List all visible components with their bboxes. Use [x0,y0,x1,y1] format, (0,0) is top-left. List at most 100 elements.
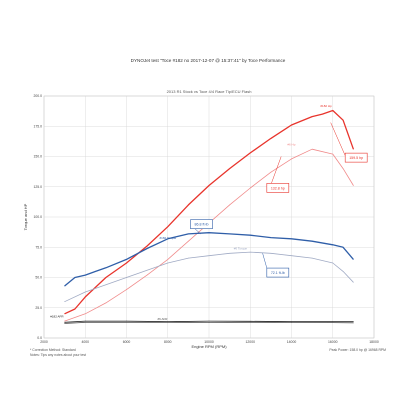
data-point [332,244,334,246]
data-point [146,274,148,276]
data-point [188,257,189,259]
x-tick-labels: 2000 4000 6000 8000 10000 12000 14000 16000 1800… [40,340,379,344]
data-series [64,109,355,324]
data-point [84,296,86,298]
annotation-box [266,267,290,278]
data-point [167,238,169,240]
data-point [84,321,86,323]
data-point [95,271,96,272]
data-point [84,320,86,322]
data-point [249,187,251,189]
data-point [270,237,272,238]
data-point [105,277,107,278]
y-tick-label: 100.0 [34,215,43,219]
data-point [332,321,334,323]
data-point [249,251,251,253]
data-point [353,281,354,283]
y-tick-label: 50.0 [35,276,42,280]
data-point [126,277,127,278]
y-tick-label: 25.0 [35,306,42,310]
data-point [342,271,344,272]
x-tick-label: 4000 [81,340,89,344]
data-point [126,289,127,290]
series-label: #6 AFR [157,317,168,321]
annotation-text: 72.1 ft-lb [271,271,285,275]
data-point [322,113,323,115]
data-point [126,262,127,264]
data-point [342,119,344,121]
data-point [291,238,292,240]
data-point [270,171,272,173]
data-point [84,274,86,276]
x-tick-label: 14000 [287,340,297,344]
y-tick-label: 125.0 [34,185,43,189]
data-point [229,204,230,206]
data-point [167,226,169,228]
data-point [105,284,107,286]
data-point [74,308,76,310]
annotation-box [266,183,290,193]
x-tick-label: 12000 [246,340,256,344]
chart-subtitle: 2013 R1 Stock vs Toce 4/4 Race Tip/ECU F… [167,89,252,94]
data-point [311,116,313,117]
data-point [167,259,169,260]
data-point [249,321,251,323]
y-tick-label: 200.0 [34,94,43,98]
data-point [84,313,86,315]
data-point [229,168,230,169]
annotation-text: 132.8 hp [271,186,285,190]
y-tick-label: 75.0 [35,245,42,249]
data-point [188,240,189,242]
y-tick-label: 0.0 [37,336,42,340]
data-point [126,259,127,260]
x-tick-label: 8000 [164,340,172,344]
data-point [229,252,230,254]
data-point [64,285,65,287]
series-labels: #182 Hp #6 Hp #182 Torque #6 Torque #182 AFR… [50,104,332,321]
data-point [353,322,354,324]
data-point [353,321,354,323]
data-point [249,320,251,322]
data-point [64,320,65,322]
grid-lines [43,95,375,339]
data-point [146,245,148,247]
x-tick-label: 2000 [40,340,48,344]
y-tick-labels: 0.0 25.0 50.0 75.0 100.0 125.0 150.0 175.0 200.0 [34,94,43,340]
data-point [353,185,354,186]
data-point [208,322,210,323]
series-label: #6 Torque [234,247,248,251]
series-line [64,232,354,287]
data-point [342,246,344,248]
data-point [311,148,313,150]
data-point [146,248,148,249]
data-point [84,291,86,293]
data-point [249,234,251,236]
x-tick-label: 10000 [204,340,214,344]
series-label: #182 AFR [50,314,64,318]
data-point [64,313,65,315]
data-point [167,321,169,323]
data-point [291,255,292,257]
annotation-box [344,152,368,163]
series-label: #182 Torque [160,236,177,240]
peak-power-note: Peak Power: 158.0 hp @ 16968 RPM [329,348,386,352]
data-point [353,259,354,260]
annotation-text: 86.8 ft-lb [195,223,209,227]
series-label: #6 Hp [287,143,295,147]
data-point [311,240,313,242]
data-point [188,204,189,206]
y-tick-label: 150.0 [34,155,43,159]
data-point [74,277,76,278]
chart-title: DYNOJet test "Toce #182 no 2017-12-07 @ … [130,58,286,63]
series-line [64,148,354,322]
annotation-leader [330,122,348,161]
test-notes: Notes: Tips any notes about your test [30,353,86,357]
data-point [291,321,292,323]
data-point [332,110,334,111]
data-point [208,232,210,234]
data-point [270,252,272,254]
data-point [291,322,292,323]
data-point [126,320,127,322]
